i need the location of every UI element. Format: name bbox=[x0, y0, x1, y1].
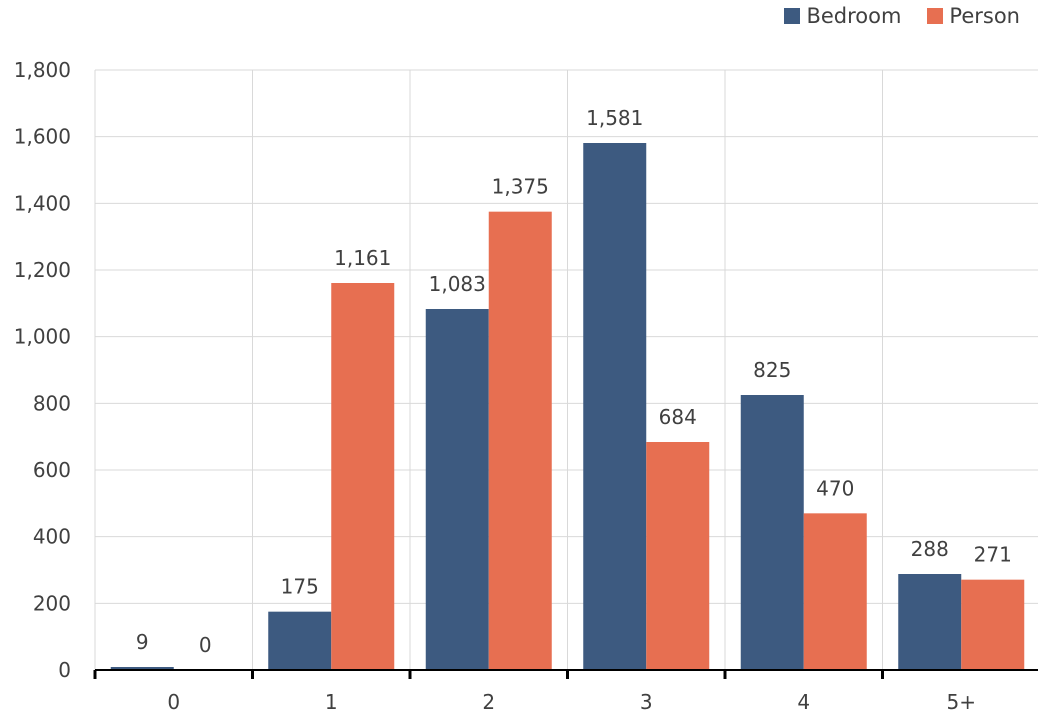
y-tick-label: 600 bbox=[33, 458, 71, 482]
bar-bedroom bbox=[740, 395, 804, 670]
y-tick-label: 1,800 bbox=[14, 58, 71, 82]
y-tick-label: 1,200 bbox=[14, 258, 71, 282]
data-label-bedroom: 825 bbox=[753, 358, 791, 382]
bar-person bbox=[803, 513, 867, 670]
y-tick-label: 1,000 bbox=[14, 325, 71, 349]
legend-swatch-person bbox=[927, 8, 944, 24]
legend-item-bedroom: Bedroom bbox=[784, 4, 901, 28]
legend-item-person: Person bbox=[927, 4, 1020, 28]
x-tick-label: 5+ bbox=[947, 690, 976, 714]
legend-label-bedroom: Bedroom bbox=[806, 4, 902, 28]
bar-bedroom bbox=[583, 143, 647, 670]
y-tick-label: 1,600 bbox=[14, 125, 71, 149]
bar-person bbox=[961, 579, 1025, 670]
legend: Bedroom Person bbox=[784, 4, 1020, 28]
x-tick-label: 0 bbox=[167, 690, 180, 714]
data-label-person: 684 bbox=[659, 405, 697, 429]
y-tick-label: 0 bbox=[58, 658, 71, 682]
bar-person bbox=[331, 283, 395, 670]
bar-person bbox=[646, 442, 710, 670]
legend-swatch-bedroom bbox=[784, 8, 801, 24]
x-tick-label: 1 bbox=[325, 690, 338, 714]
data-label-bedroom: 175 bbox=[281, 575, 319, 599]
bar-person bbox=[488, 211, 552, 670]
bar-bedroom bbox=[425, 309, 489, 670]
data-label-person: 470 bbox=[816, 476, 854, 500]
bar-bedroom bbox=[898, 574, 962, 670]
data-label-person: 271 bbox=[974, 543, 1012, 567]
data-label-person: 1,375 bbox=[492, 175, 549, 199]
y-tick-label: 200 bbox=[33, 591, 71, 615]
x-tick-label: 3 bbox=[640, 690, 653, 714]
x-tick-label: 2 bbox=[482, 690, 495, 714]
data-label-bedroom: 288 bbox=[911, 537, 949, 561]
y-tick-label: 400 bbox=[33, 525, 71, 549]
data-label-bedroom: 9 bbox=[136, 630, 149, 654]
data-label-bedroom: 1,581 bbox=[586, 106, 643, 130]
x-tick-label: 4 bbox=[797, 690, 810, 714]
data-label-person: 0 bbox=[199, 633, 212, 657]
legend-label-person: Person bbox=[949, 4, 1020, 28]
y-tick-label: 1,400 bbox=[14, 191, 71, 215]
data-label-bedroom: 1,083 bbox=[429, 272, 486, 296]
y-tick-label: 800 bbox=[33, 391, 71, 415]
bar-bedroom bbox=[110, 667, 174, 670]
data-label-person: 1,161 bbox=[334, 246, 391, 270]
bar-bedroom bbox=[268, 611, 332, 670]
